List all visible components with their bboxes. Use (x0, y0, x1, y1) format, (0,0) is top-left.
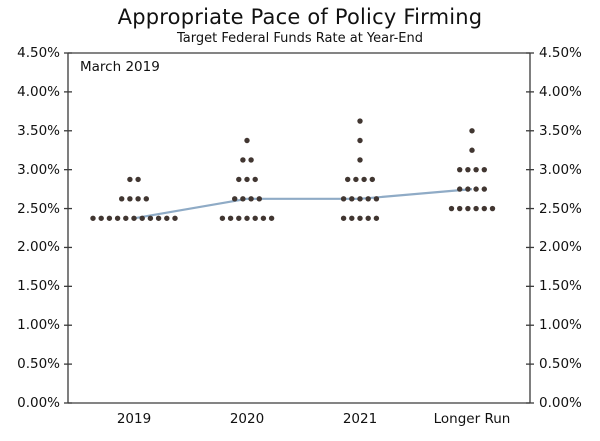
x-axis-label: 2021 (342, 411, 378, 427)
projection-dot (481, 205, 487, 212)
chart-subtitle: Target Federal Funds Rate at Year-End (176, 31, 424, 46)
projection-dot (369, 176, 375, 183)
projection-dot (244, 137, 250, 144)
projection-dot (155, 215, 162, 221)
projection-dot (114, 215, 121, 221)
y-axis-tick-label-right: 2.50% (539, 200, 582, 217)
projection-dot (345, 176, 351, 183)
y-axis-tick-label-right: 1.50% (539, 278, 582, 295)
projection-dot (357, 137, 363, 144)
projection-dot (473, 205, 479, 212)
projection-dot (98, 215, 104, 221)
projection-dot (457, 205, 463, 212)
projection-dot (353, 176, 359, 183)
projection-dot (349, 196, 355, 202)
projection-dot (90, 215, 96, 221)
projection-dot (131, 215, 137, 221)
y-axis-tick-label-left: 1.00% (17, 317, 60, 334)
projection-dot (357, 157, 363, 163)
projection-dot (135, 176, 141, 183)
projection-dot (106, 215, 113, 221)
projection-dot (236, 176, 242, 183)
projection-dot (469, 128, 475, 134)
x-axis-label: Longer Run (433, 411, 511, 427)
projection-dot (357, 118, 363, 124)
projection-dot (361, 176, 367, 183)
projection-dot (489, 205, 496, 212)
projection-dot (164, 215, 170, 221)
y-axis-tick-label-left: 3.00% (17, 161, 60, 178)
y-axis-tick-label-left: 1.50% (17, 278, 60, 295)
meeting-date-annotation: March 2019 (80, 59, 160, 75)
projection-dot (236, 215, 242, 221)
x-axis-label: 2019 (116, 411, 152, 427)
projection-dot (172, 215, 178, 221)
projection-dot (373, 196, 380, 202)
projection-dot (357, 215, 363, 221)
y-axis-tick-label-left: 2.50% (17, 200, 60, 217)
projection-dot (469, 147, 475, 153)
projection-dot (227, 215, 234, 221)
projection-dot (135, 196, 141, 202)
projection-dot (248, 157, 254, 163)
projection-dot (457, 166, 463, 173)
projection-dot (349, 215, 355, 221)
projection-dot (357, 196, 363, 202)
projection-dot (268, 215, 275, 221)
projection-dot (244, 176, 250, 183)
projection-dot (143, 196, 149, 202)
projection-dot (481, 166, 487, 173)
projection-dot (373, 215, 380, 221)
y-axis-tick-label-right: 3.00% (539, 161, 582, 178)
projection-dot (240, 196, 246, 202)
y-axis-tick-label-right: 2.00% (539, 239, 582, 256)
y-axis-tick-label-left: 0.50% (17, 356, 60, 373)
projection-dot (340, 196, 347, 202)
projection-dot (365, 196, 371, 202)
y-axis-tick-label-left: 3.50% (17, 122, 60, 139)
projection-dot (260, 215, 267, 221)
projection-dot (252, 176, 258, 183)
y-axis-tick-label-right: 1.00% (539, 317, 582, 334)
projection-dot (465, 166, 471, 173)
projection-dot (219, 215, 226, 221)
y-axis-tick-label-right: 4.50% (539, 45, 582, 61)
projection-dot (457, 186, 463, 192)
projection-dot (252, 215, 258, 221)
y-axis-tick-label-left: 4.50% (17, 45, 60, 61)
projection-dot (127, 196, 133, 202)
chart-title: Appropriate Pace of Policy Firming (117, 5, 483, 29)
y-axis-tick-label-left: 2.00% (17, 239, 60, 256)
projection-dot (465, 205, 471, 212)
y-axis-tick-label-left: 0.00% (17, 395, 60, 411)
projection-dot (123, 215, 129, 221)
projection-dot (119, 196, 125, 202)
projection-dot (481, 186, 487, 192)
projection-dot (127, 176, 133, 183)
projection-dot (340, 215, 347, 221)
projection-dot (256, 196, 262, 202)
projection-dot (240, 157, 246, 163)
projection-dot (473, 186, 479, 192)
projection-dot (232, 196, 238, 202)
y-axis-tick-label-right: 3.50% (539, 122, 582, 139)
x-axis-label: 2020 (229, 411, 265, 427)
projection-dot (465, 186, 471, 192)
projection-dot (248, 196, 254, 202)
median-line (133, 188, 473, 220)
y-axis-tick-label-right: 0.50% (539, 356, 582, 373)
projection-dot (448, 205, 455, 212)
projection-dot (244, 215, 250, 221)
y-axis-tick-label-left: 4.00% (17, 83, 60, 100)
y-axis-tick-label-right: 4.00% (539, 83, 582, 100)
projection-dot (147, 215, 154, 221)
projection-dot (365, 215, 371, 221)
y-axis-tick-label-right: 0.00% (539, 395, 582, 411)
projection-dot (473, 166, 479, 173)
projection-dot (139, 215, 145, 221)
